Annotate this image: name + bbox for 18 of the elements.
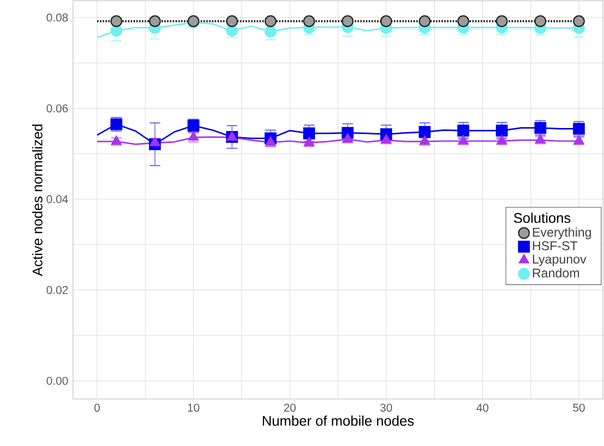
x-tick-label: 50 <box>573 404 585 412</box>
legend-title: Solutions <box>514 212 570 223</box>
y-tick-label: 0.08 <box>46 14 68 22</box>
x-tick-label: 10 <box>188 404 200 412</box>
y-tick-label: 0.04 <box>46 195 68 204</box>
y-axis-title: Active nodes normalized <box>32 124 42 276</box>
legend-label: Everything <box>532 227 591 240</box>
x-tick-label: 30 <box>380 404 392 412</box>
y-tick-label: 0.02 <box>46 286 68 294</box>
x-tick-label: 20 <box>284 404 296 412</box>
y-tick-label: 0.00 <box>46 376 68 385</box>
y-tick-label: 0.06 <box>46 104 68 112</box>
x-axis-title: Number of mobile nodes <box>262 416 414 426</box>
legend-label: HSF-ST <box>532 241 578 250</box>
x-tick-label: 40 <box>476 404 488 412</box>
legend-label: Lyapunov <box>532 254 586 266</box>
legend-label: Random <box>532 268 579 278</box>
x-tick-label: 0 <box>94 404 100 412</box>
